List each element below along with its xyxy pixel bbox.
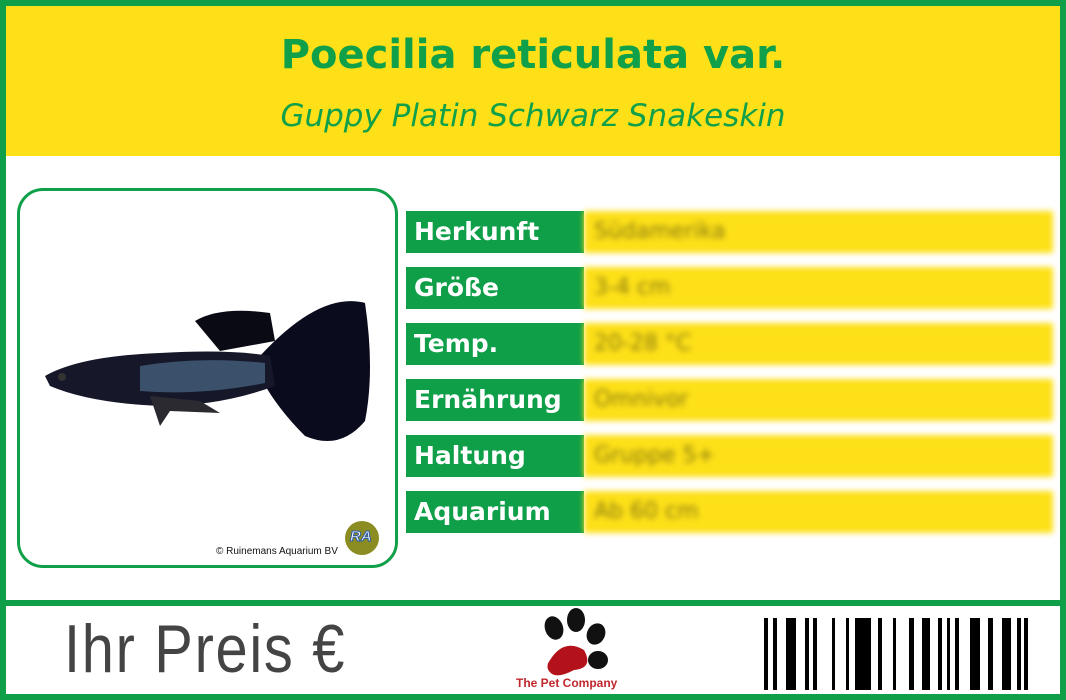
- barcode-bar: [855, 618, 871, 690]
- barcode-bar: [878, 618, 882, 690]
- price-label: Ihr Preis €: [64, 611, 347, 687]
- barcode-bar: [1017, 618, 1021, 690]
- fact-row: Haltung Gruppe 5+: [406, 435, 1053, 477]
- fact-value: Omnivor: [584, 379, 1053, 421]
- photo-copyright: © Ruinemans Aquarium BV: [216, 546, 338, 557]
- barcode-bar: [970, 618, 980, 690]
- barcode-bar: [805, 618, 809, 690]
- barcode-bar: [1002, 618, 1011, 690]
- fact-label: Temp.: [406, 323, 584, 365]
- header: Poecilia reticulata var. Guppy Platin Sc…: [6, 6, 1060, 156]
- barcode-bar: [813, 618, 817, 690]
- barcode: [764, 618, 1028, 690]
- barcode-bar: [947, 618, 950, 690]
- fact-table: Herkunft Südamerika Größe 3-4 cm Temp. 20-28 …: [406, 211, 1053, 547]
- footer-divider: [6, 600, 1060, 606]
- fact-value: Ab 60 cm: [584, 491, 1053, 533]
- fact-value: 20-28 °C: [584, 323, 1053, 365]
- fact-row: Herkunft Südamerika: [406, 211, 1053, 253]
- fact-row: Temp. 20-28 °C: [406, 323, 1053, 365]
- barcode-bar: [909, 618, 914, 690]
- fact-label: Aquarium: [406, 491, 584, 533]
- common-name: Guppy Platin Schwarz Snakeskin: [280, 98, 786, 134]
- ruinemans-logo: RA: [345, 521, 379, 555]
- fact-value: 3-4 cm: [584, 267, 1053, 309]
- barcode-bar: [988, 618, 993, 690]
- barcode-bar: [922, 618, 930, 690]
- barcode-bar: [955, 618, 959, 690]
- fact-label: Haltung: [406, 435, 584, 477]
- barcode-bar: [786, 618, 796, 690]
- paw-logo-icon: [544, 608, 608, 676]
- barcode-bar: [846, 618, 849, 690]
- fact-label: Größe: [406, 267, 584, 309]
- barcode-bar: [832, 618, 835, 690]
- barcode-bar: [893, 618, 896, 690]
- barcode-bar: [773, 618, 777, 690]
- fact-label: Ernährung: [406, 379, 584, 421]
- barcode-bar: [764, 618, 768, 690]
- fact-row: Größe 3-4 cm: [406, 267, 1053, 309]
- fact-value: Südamerika: [584, 211, 1053, 253]
- brand-name: The Pet Company: [516, 676, 618, 690]
- fish-image: [45, 301, 370, 441]
- fact-label: Herkunft: [406, 211, 584, 253]
- fish-photo: RA © Ruinemans Aquarium BV: [17, 188, 398, 568]
- species-title: Poecilia reticulata var.: [280, 32, 786, 78]
- barcode-bar: [938, 618, 942, 690]
- fact-value: Gruppe 5+: [584, 435, 1053, 477]
- fact-row: Aquarium Ab 60 cm: [406, 491, 1053, 533]
- fact-row: Ernährung Omnivor: [406, 379, 1053, 421]
- barcode-bar: [1024, 618, 1028, 690]
